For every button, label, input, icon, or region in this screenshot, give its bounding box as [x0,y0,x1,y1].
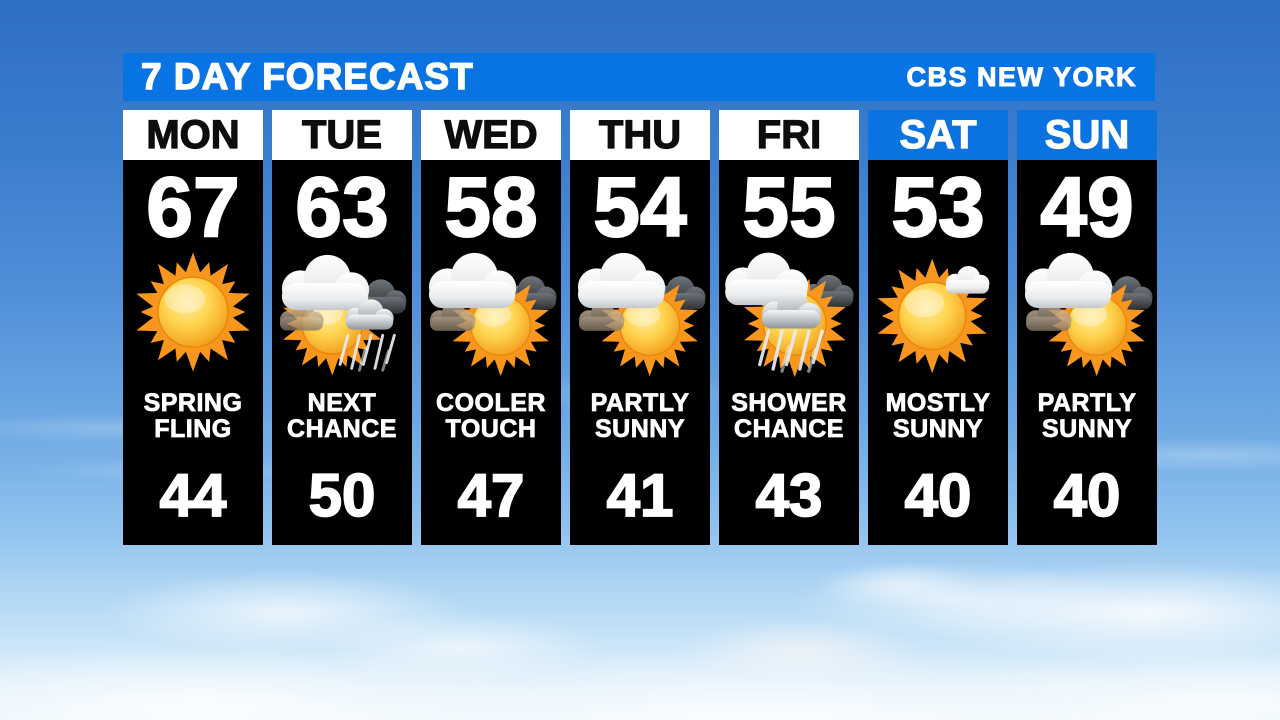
low-temp: 41 [606,462,675,529]
high-temp: 55 [741,160,836,254]
high-temp: 58 [443,160,538,254]
condition-line1: PARTLY [590,388,690,417]
forecast-column-thu: THU 54 PARTLY SUNNY 41 [570,110,710,545]
condition-line2: SUNNY [892,415,983,444]
condition-line2: TOUCH [445,415,537,444]
condition-line2: SUNNY [1041,415,1132,444]
condition-text: SHOWER CHANCE [731,388,847,444]
condition-line1: NEXT [307,388,377,417]
condition-line1: SPRING [143,388,243,417]
partly-sunny-icon [1019,250,1155,378]
condition-line1: PARTLY [1037,388,1137,417]
condition-line1: COOLER [436,388,546,417]
forecast-column-sat: SAT 53 MOSTLY SUNNY 40 [868,110,1008,545]
low-temp: 40 [904,462,973,529]
forecast-panel: 58 COOLER TOUCH 47 [421,160,561,545]
showers-icon [721,250,857,378]
day-label-fri: FRI [719,110,859,160]
sunny-icon [125,250,261,378]
forecast-panel: 63 NEXT CHANCE 50 [272,160,412,545]
low-temp: 47 [457,462,526,529]
mostly-sunny-icon [870,250,1006,378]
day-label-thu: THU [570,110,710,160]
low-temp: 40 [1053,462,1122,529]
day-label-mon: MON [123,110,263,160]
day-label-wed: WED [421,110,561,160]
condition-line2: FLING [154,415,232,444]
low-temp: 50 [308,462,377,529]
high-temp: 67 [145,160,240,254]
forecast-panel: 53 MOSTLY SUNNY 40 [868,160,1008,545]
condition-text: PARTLY SUNNY [1037,388,1137,444]
forecast-panel: 49 PARTLY SUNNY 40 [1017,160,1157,545]
forecast-column-tue: TUE 63 NEXT CHANCE 50 [272,110,412,545]
condition-text: PARTLY SUNNY [590,388,690,444]
forecast-column-fri: FRI 55 SHOWER CHANCE 43 [719,110,859,545]
high-temp: 53 [890,160,985,254]
title-bar: 7 DAY FORECAST CBS NEW YORK [123,53,1155,101]
condition-text: COOLER TOUCH [436,388,546,444]
condition-line2: CHANCE [287,415,397,444]
station-name: CBS NEW YORK [906,61,1137,92]
forecast-column-sun: SUN 49 PARTLY SUNNY 40 [1017,110,1157,545]
high-temp: 49 [1039,160,1134,254]
sun-clouds-rain-icon [274,250,410,378]
forecast-column-mon: MON 67 SPRING FLING 44 [123,110,263,545]
partly-sunny-icon [423,250,559,378]
condition-line1: MOSTLY [885,388,991,417]
high-temp: 63 [294,160,389,254]
forecast-panel: 55 SHOWER CHANCE 43 [719,160,859,545]
condition-text: NEXT CHANCE [287,388,397,444]
condition-text: SPRING FLING [143,388,243,444]
condition-text: MOSTLY SUNNY [885,388,991,444]
day-label-sun: SUN [1017,110,1157,160]
page-title: 7 DAY FORECAST [140,55,474,97]
partly-sunny-icon [572,250,708,378]
forecast-columns: MON 67 SPRING FLING 44 TUE 63 [123,110,1157,545]
high-temp: 54 [592,160,687,254]
forecast-column-wed: WED 58 COOLER TOUCH 47 [421,110,561,545]
day-label-sat: SAT [868,110,1008,160]
forecast-panel: 67 SPRING FLING 44 [123,160,263,545]
condition-line2: CHANCE [734,415,844,444]
condition-line1: SHOWER [731,388,847,417]
condition-line2: SUNNY [594,415,685,444]
forecast-panel: 54 PARTLY SUNNY 41 [570,160,710,545]
day-label-tue: TUE [272,110,412,160]
low-temp: 43 [755,462,824,529]
low-temp: 44 [159,462,228,529]
